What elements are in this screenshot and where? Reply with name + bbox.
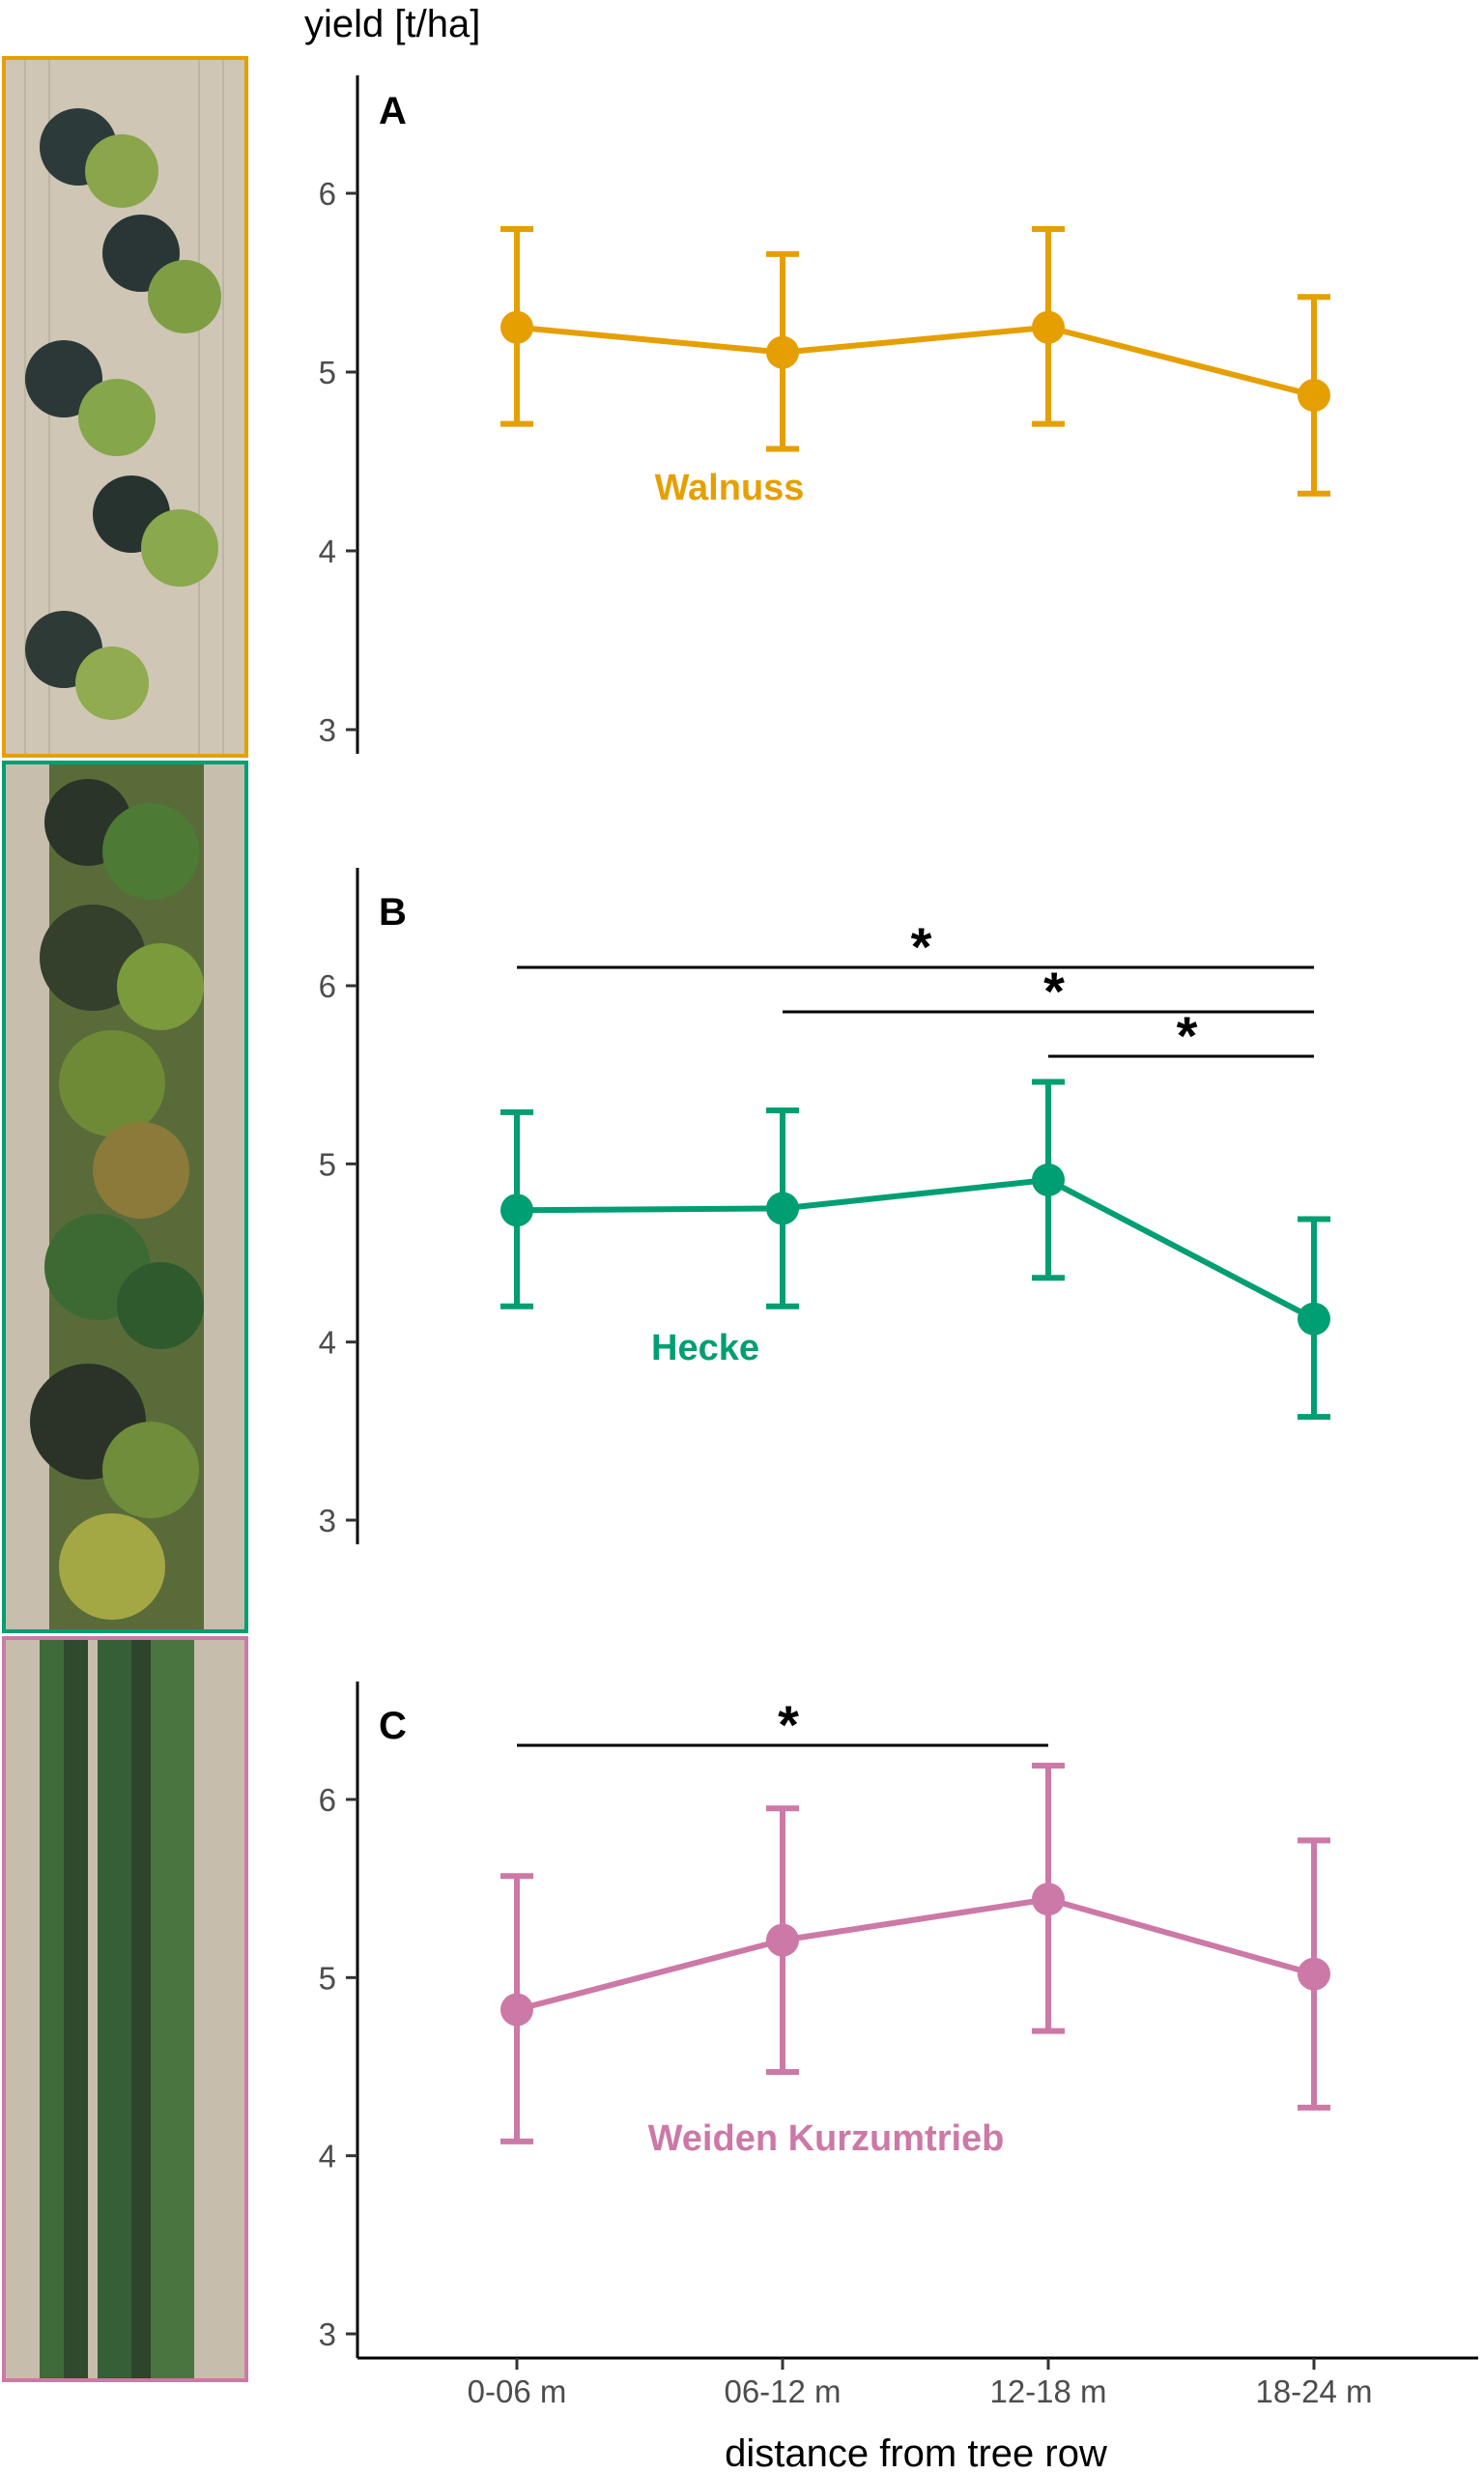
panel-b-y-tick-label: 3 (319, 1503, 336, 1539)
panel-a-series-line (516, 324, 1315, 398)
panel-a-data-point (1032, 310, 1065, 344)
panel-c-data-point (1032, 1883, 1065, 1916)
panel-c-data-point (766, 1923, 799, 1957)
panel-b-letter: B (379, 891, 407, 934)
panel-b-series-label: Hecke (651, 1328, 759, 1368)
panel-c-letter: C (379, 1705, 407, 1747)
panel-a-y-tick-label: 5 (319, 355, 336, 390)
panel-b-data-point (1032, 1163, 1065, 1196)
panel-b-y-tick-label: 4 (319, 1325, 336, 1361)
panel-a-series-label: Walnuss (655, 468, 805, 508)
panel-c-y-tick-label: 5 (319, 1960, 336, 1996)
panel-c-series-label: Weiden Kurzumtrieb (648, 2118, 1005, 2159)
panel-b-y-tick-label: 6 (319, 968, 336, 1004)
panel-c-y-tick-label: 6 (319, 1782, 336, 1818)
panel-b-significance-star: * (1043, 961, 1065, 1021)
x-tick-label: 0-06 m (468, 2373, 567, 2409)
walnut-aerial-photo (2, 56, 248, 758)
panel-b-data-point (766, 1192, 799, 1225)
panel-b-y-tick-label: 5 (319, 1146, 336, 1182)
x-axis-title: distance from tree row (725, 2432, 1107, 2474)
hedge-aerial-photo (2, 761, 248, 1633)
x-tick-label: 06-12 m (724, 2373, 841, 2409)
x-tick-label: 18-24 m (1255, 2373, 1372, 2409)
y-axis-title: yield [t/ha] (304, 3, 480, 45)
panel-c-y-tick-label: 4 (319, 2139, 336, 2174)
panel-a-data-point (1298, 379, 1330, 413)
panel-b-significance-star: * (1177, 1005, 1198, 1066)
panel-c-data-point (500, 1993, 533, 2027)
panel-a-y-tick-label: 6 (319, 176, 336, 212)
panel-c-significance-star: * (778, 1694, 799, 1755)
willow-aerial-photo (2, 1636, 248, 2382)
panel-a-letter: A (379, 90, 407, 132)
panel-c-y-tick-label: 3 (319, 2316, 336, 2352)
x-tick-label: 12-18 m (989, 2373, 1106, 2409)
panel-b-data-point (1298, 1302, 1330, 1336)
panel-a-y-tick-label: 4 (319, 533, 336, 569)
panel-b-data-point (500, 1194, 533, 1227)
panel-a-y-tick-label: 3 (319, 712, 336, 748)
panel-c-series-line (516, 1896, 1315, 2013)
panel-b-significance-star: * (911, 916, 932, 977)
panel-c-data-point (1298, 1957, 1330, 1991)
panel-b-series-line (516, 1176, 1316, 1322)
panel-a-data-point (500, 310, 533, 344)
panel-a-data-point (766, 335, 799, 369)
